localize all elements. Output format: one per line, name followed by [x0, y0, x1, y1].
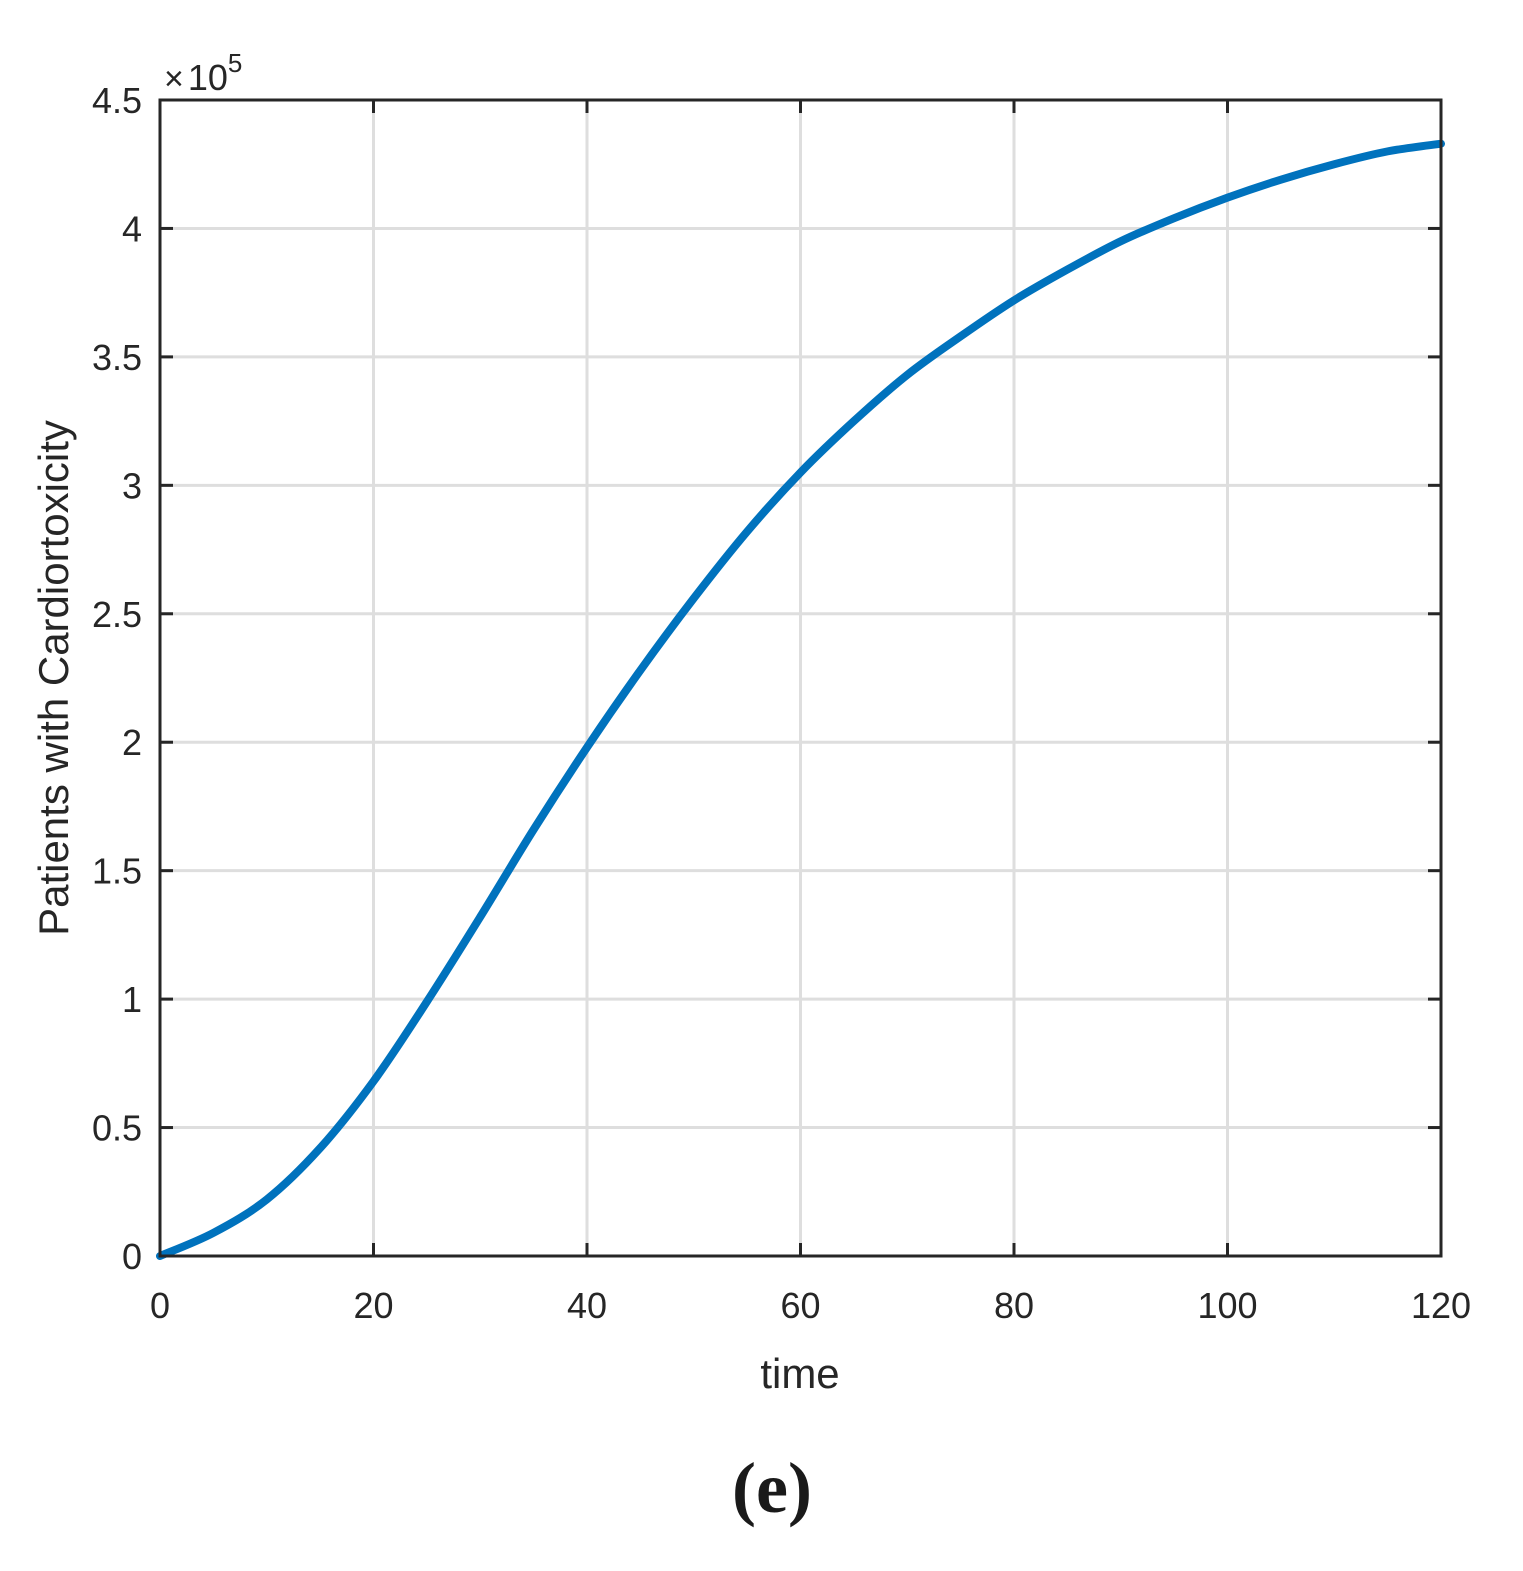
- y-tick-label: 3: [122, 465, 142, 506]
- y-multiplier-exponent: 5: [228, 48, 242, 78]
- y-axis-label: Patients with Cardiortoxicity: [30, 420, 77, 936]
- x-tick-label: 60: [780, 1285, 820, 1326]
- y-tick-label: 3.5: [92, 337, 142, 378]
- y-tick-label: 0.5: [92, 1108, 142, 1149]
- series-layer: [156, 139, 1445, 1260]
- x-tick-label: 0: [150, 1285, 170, 1326]
- y-multiplier-label: × 105: [164, 48, 242, 98]
- axes-box: [158, 98, 1443, 1258]
- y-tick-label: 2: [122, 722, 142, 763]
- x-tick-label: 40: [567, 1285, 607, 1326]
- x-tick-labels: 0 20 40 60 80 100 120: [150, 1285, 1471, 1326]
- y-tick-label: 4.5: [92, 80, 142, 121]
- x-tick-label: 120: [1411, 1285, 1471, 1326]
- y-tick-label: 4: [122, 208, 142, 249]
- y-tick-label: 0: [122, 1236, 142, 1277]
- series-line: [156, 139, 1445, 1260]
- x-tick-label: 100: [1197, 1285, 1257, 1326]
- axes: [158, 98, 1443, 1258]
- y-tick-label: 2.5: [92, 594, 142, 635]
- y-tick-label: 1: [122, 979, 142, 1020]
- y-multiplier-base: 10: [188, 57, 228, 98]
- y-tick-labels: 0 0.5 1 1.5 2 2.5 3 3.5 4 4.5: [92, 80, 142, 1277]
- x-axis-label: time: [760, 1350, 839, 1397]
- panel-label: (e): [732, 1448, 812, 1528]
- y-tick-label: 1.5: [92, 851, 142, 892]
- x-tick-label: 80: [994, 1285, 1034, 1326]
- x-tick-label: 20: [353, 1285, 393, 1326]
